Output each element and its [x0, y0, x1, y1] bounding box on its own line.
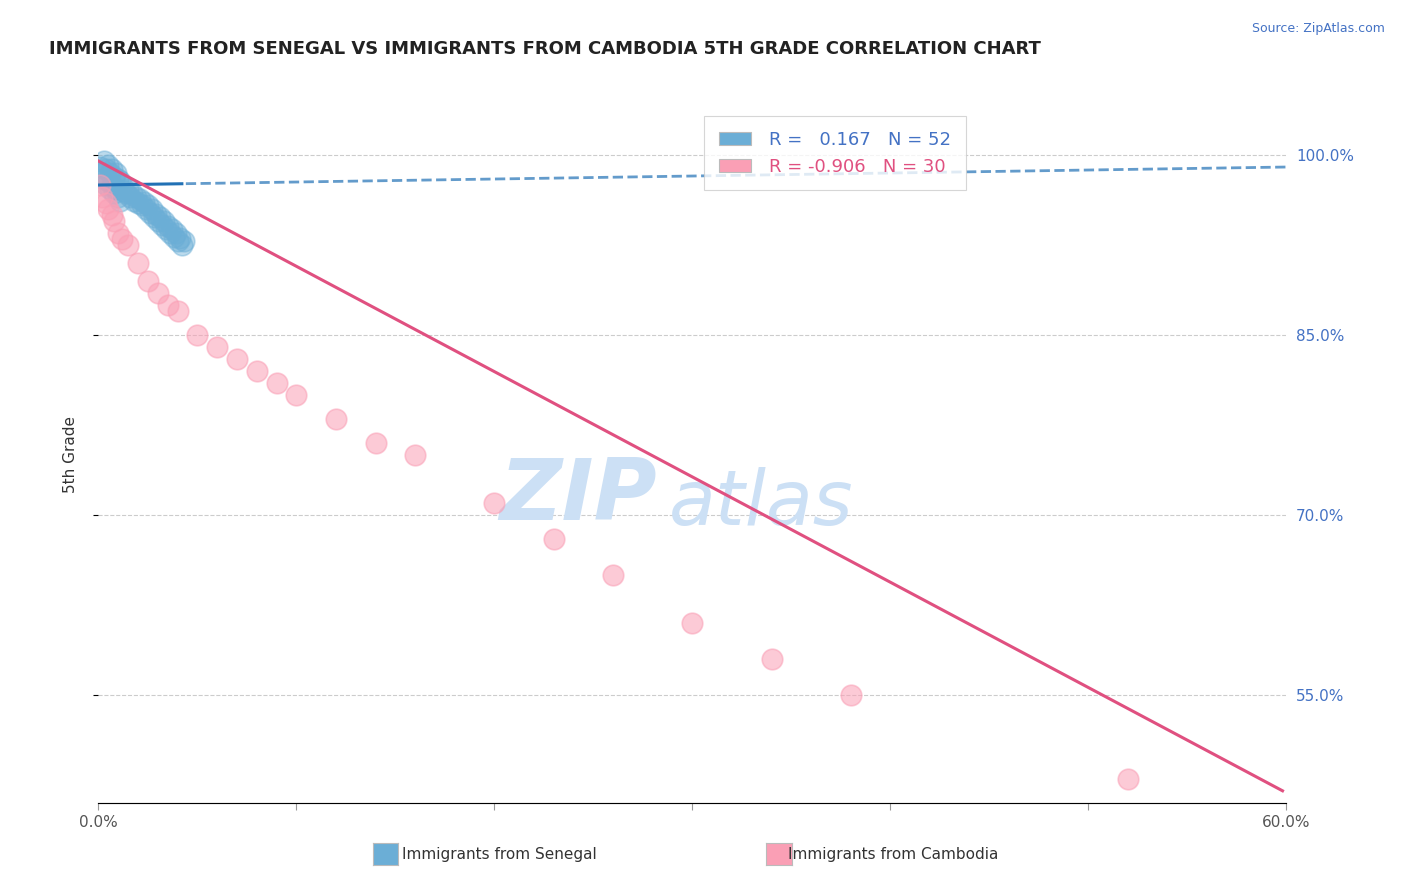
- Point: [105, 181, 128, 195]
- Point: [156, 298, 179, 312]
- Point: [112, 184, 135, 198]
- Point: [165, 226, 187, 240]
- Point: [107, 190, 129, 204]
- Point: [97, 174, 120, 188]
- Point: [103, 214, 125, 228]
- Point: [132, 194, 155, 209]
- Point: [682, 615, 704, 630]
- Point: [136, 198, 159, 212]
- Point: [1116, 772, 1139, 786]
- Text: IMMIGRANTS FROM SENEGAL VS IMMIGRANTS FROM CAMBODIA 5TH GRADE CORRELATION CHART: IMMIGRANTS FROM SENEGAL VS IMMIGRANTS FR…: [49, 40, 1040, 58]
- Point: [146, 285, 169, 300]
- Point: [142, 211, 165, 225]
- Point: [136, 274, 159, 288]
- Text: atlas: atlas: [669, 467, 853, 541]
- Point: [111, 232, 134, 246]
- Point: [169, 231, 191, 245]
- Point: [91, 166, 114, 180]
- Point: [96, 196, 118, 211]
- Point: [107, 226, 129, 240]
- Point: [96, 162, 118, 177]
- Text: Immigrants from Cambodia: Immigrants from Cambodia: [787, 847, 998, 862]
- Point: [97, 202, 120, 216]
- Point: [103, 186, 125, 201]
- Point: [108, 174, 131, 188]
- Point: [93, 172, 115, 186]
- Point: [152, 214, 174, 228]
- Y-axis label: 5th Grade: 5th Grade: [63, 417, 77, 493]
- Point: [127, 196, 149, 211]
- Point: [159, 226, 181, 240]
- Point: [103, 169, 125, 184]
- Point: [93, 154, 115, 169]
- Point: [761, 652, 783, 666]
- Point: [404, 448, 426, 462]
- Text: ZIP: ZIP: [499, 455, 657, 538]
- Point: [125, 190, 148, 204]
- Point: [98, 181, 121, 195]
- Point: [155, 222, 177, 236]
- Point: [141, 202, 163, 216]
- Point: [101, 208, 124, 222]
- Point: [602, 567, 624, 582]
- Text: Source: ZipAtlas.com: Source: ZipAtlas.com: [1251, 22, 1385, 36]
- Point: [839, 688, 862, 702]
- Point: [150, 218, 173, 232]
- Point: [89, 160, 111, 174]
- Point: [96, 178, 118, 192]
- Point: [129, 193, 152, 207]
- Point: [166, 304, 188, 318]
- Point: [117, 238, 139, 252]
- Point: [364, 436, 387, 450]
- Text: Immigrants from Senegal: Immigrants from Senegal: [402, 847, 596, 862]
- Point: [101, 178, 124, 192]
- Point: [170, 238, 193, 252]
- Point: [163, 229, 186, 244]
- Point: [246, 364, 269, 378]
- Point: [135, 202, 157, 216]
- Point: [484, 496, 506, 510]
- Point: [111, 178, 134, 192]
- Point: [325, 412, 347, 426]
- Point: [186, 328, 208, 343]
- Point: [131, 198, 153, 212]
- Point: [89, 178, 111, 192]
- Point: [285, 388, 308, 402]
- Point: [207, 340, 229, 354]
- Point: [156, 219, 179, 233]
- Point: [101, 162, 124, 177]
- Point: [127, 256, 149, 270]
- Point: [543, 532, 565, 546]
- Point: [146, 214, 169, 228]
- Point: [98, 166, 121, 180]
- Point: [120, 190, 142, 204]
- Point: [266, 376, 288, 390]
- Point: [122, 194, 145, 208]
- Point: [105, 166, 128, 180]
- Point: [91, 190, 114, 204]
- Point: [97, 158, 120, 172]
- Point: [145, 207, 167, 221]
- Point: [226, 351, 249, 366]
- Point: [173, 235, 195, 249]
- Point: [108, 194, 131, 208]
- Point: [117, 181, 139, 195]
- Point: [139, 205, 162, 219]
- Point: [166, 235, 188, 249]
- Point: [160, 222, 183, 236]
- Point: [115, 186, 138, 201]
- Point: [107, 172, 129, 186]
- Point: [121, 186, 143, 201]
- Point: [149, 211, 172, 225]
- Legend: R =   0.167   N = 52, R = -0.906   N = 30: R = 0.167 N = 52, R = -0.906 N = 30: [704, 116, 966, 190]
